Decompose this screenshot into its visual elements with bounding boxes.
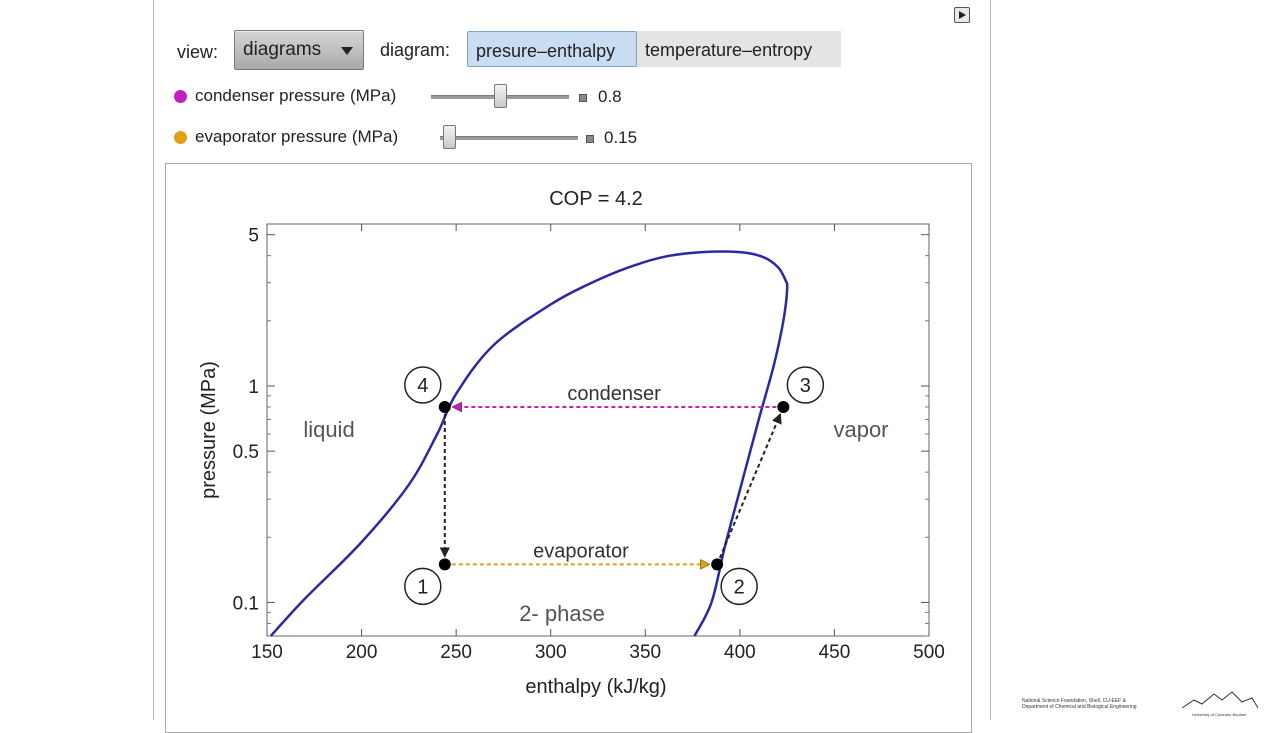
y-tick-label: 0.1 <box>233 593 259 614</box>
state-badge-1 <box>404 567 442 606</box>
y-axis-label: pressure (MPa) <box>198 361 220 499</box>
state-badge-4 <box>404 366 442 404</box>
evaporator-expand-button[interactable] <box>586 135 594 143</box>
condenser-pressure-label: condenser pressure (MPa) <box>195 86 397 105</box>
x-tick-label: 500 <box>913 642 945 663</box>
condenser-slider-thumb[interactable] <box>493 84 507 108</box>
state-badge-3 <box>786 366 825 404</box>
evaporator-slider-thumb[interactable] <box>442 125 456 149</box>
state-point-2 <box>711 558 724 571</box>
university-name: University of Colorado Boulder <box>1192 712 1247 717</box>
diagram-option-temperature-entropy[interactable]: temperature–entropy <box>637 31 841 67</box>
x-tick-label: 400 <box>724 642 756 663</box>
condenser-label: condenser <box>567 383 661 405</box>
x-tick-label: 300 <box>535 642 567 663</box>
state-number-2: 2 <box>734 576 745 598</box>
diagram-label: diagram: <box>380 40 451 60</box>
state-point-1 <box>438 558 451 571</box>
y-tick-label: 0.5 <box>233 442 259 463</box>
x-tick-label: 250 <box>440 642 472 663</box>
evaporator-pressure-value: 0.15 <box>604 128 638 147</box>
view-dropdown[interactable]: diagrams <box>234 30 364 70</box>
x-tick-label: 150 <box>251 642 283 663</box>
credits: National Science Foundation, Shell, CU-E… <box>1022 698 1202 710</box>
x-tick-label: 350 <box>629 642 661 663</box>
state-number-4: 4 <box>417 375 428 397</box>
evaporator-pressure-label: evaporator pressure (MPa) <box>195 127 399 146</box>
region-label-vapor: vapor <box>833 417 888 442</box>
evaporator-label: evaporator <box>533 540 629 562</box>
state-badge-2 <box>720 567 758 606</box>
view-dropdown-value: diagrams <box>243 39 322 60</box>
evaporator-slider-track[interactable] <box>440 136 578 140</box>
mountain-logo-icon <box>1181 691 1259 709</box>
x-tick-label: 450 <box>819 642 851 663</box>
state-point-3 <box>777 400 790 413</box>
condenser-expand-button[interactable] <box>579 94 587 102</box>
saturation-dome-curve <box>269 250 789 637</box>
panel-options-button[interactable] <box>954 7 970 23</box>
chevron-down-icon <box>341 47 353 55</box>
x-axis-label: enthalpy (kJ/kg) <box>525 676 666 698</box>
state-number-3: 3 <box>800 375 811 397</box>
state-point-4 <box>438 400 451 413</box>
condenser-pressure-value: 0.8 <box>598 87 622 106</box>
credits-line-2: Department of Chemical and Biological En… <box>1022 704 1137 710</box>
plot-frame <box>165 163 972 733</box>
region-label-liquid: liquid <box>303 417 354 442</box>
credits-line-1: National Science Foundation, Shell, CU-E… <box>1022 698 1126 704</box>
plot-area <box>266 223 930 637</box>
condenser-color-dot <box>174 90 187 103</box>
y-tick-label: 5 <box>248 226 259 247</box>
diagram-option-pressure-enthalpy[interactable]: presure–enthalpy <box>467 31 637 67</box>
region-label-two-phase: 2- phase <box>519 601 605 626</box>
chart-title: COP = 4.2 <box>549 188 643 210</box>
play-icon <box>959 11 966 19</box>
evaporator-color-dot <box>174 131 187 144</box>
view-label: view: <box>177 42 219 62</box>
y-tick-label: 1 <box>248 377 259 398</box>
x-tick-label: 200 <box>346 642 378 663</box>
compression-expansion-process-line <box>716 414 780 565</box>
state-number-1: 1 <box>417 576 428 598</box>
